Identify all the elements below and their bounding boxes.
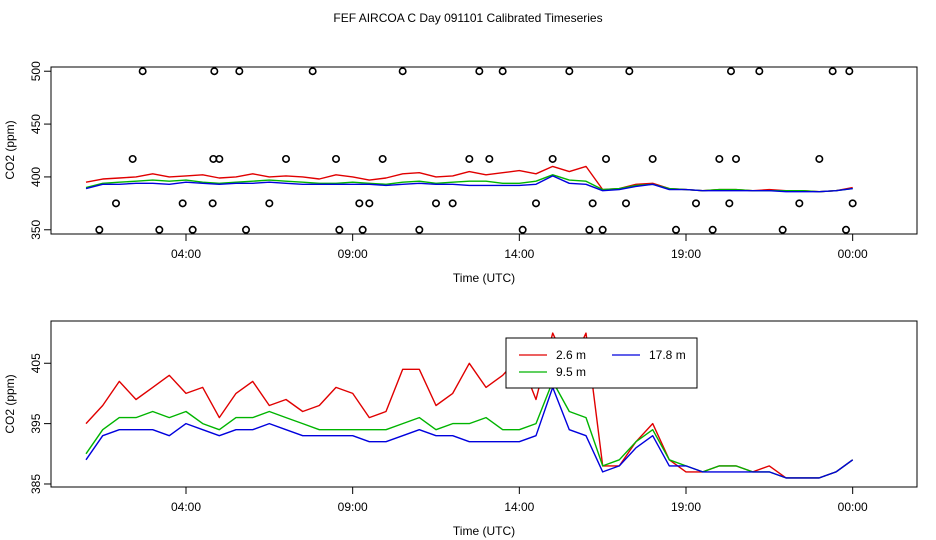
calibration-point xyxy=(845,67,854,76)
calibration-point xyxy=(178,199,187,208)
calibration-point xyxy=(625,67,634,76)
calibration-point xyxy=(355,199,364,208)
y-axis-label: CO2 (ppm) xyxy=(3,374,17,433)
calibration-point xyxy=(691,199,700,208)
x-tick-label: 00:00 xyxy=(838,247,868,261)
series-line-2-6-m xyxy=(85,165,853,193)
x-tick-label: 14:00 xyxy=(504,247,534,261)
calibration-point xyxy=(335,225,344,234)
x-tick-label: 09:00 xyxy=(338,500,368,514)
calibration-point xyxy=(415,225,424,234)
calibration-point xyxy=(725,199,734,208)
calibration-point xyxy=(708,225,717,234)
y-tick-label: 400 xyxy=(29,167,43,187)
calibration-point xyxy=(585,225,594,234)
calibration-point xyxy=(648,154,657,163)
calibration-point xyxy=(465,154,474,163)
plot-frame xyxy=(50,66,918,235)
calibration-point xyxy=(358,225,367,234)
panel-top: CO2 (ppm) Time (UTC) 04:00 09:00 14:00 19:0… xyxy=(3,61,918,285)
x-tick-label: 04:00 xyxy=(171,500,201,514)
calibration-point xyxy=(155,225,164,234)
calibration-point xyxy=(308,67,317,76)
x-tick-label: 09:00 xyxy=(338,247,368,261)
legend-label-2-6m: 2.6 m xyxy=(556,348,586,362)
calibration-point xyxy=(731,154,740,163)
y-tick-label: 450 xyxy=(29,114,43,134)
calibration-point xyxy=(828,67,837,76)
calibration-point xyxy=(448,199,457,208)
calibration-point xyxy=(378,154,387,163)
calibration-point xyxy=(265,199,274,208)
y-axis-label: CO2 (ppm) xyxy=(3,120,17,179)
calibration-point xyxy=(841,225,850,234)
calibration-point xyxy=(128,154,137,163)
calibration-point xyxy=(621,199,630,208)
x-tick-label: 19:00 xyxy=(671,247,701,261)
series-line-2-6-m xyxy=(85,332,854,479)
calibration-point xyxy=(215,154,224,163)
calibration-point xyxy=(755,67,764,76)
calibration-point xyxy=(715,154,724,163)
calibration-point xyxy=(565,67,574,76)
y-tick-label: 500 xyxy=(29,61,43,81)
calibration-point xyxy=(726,67,735,76)
calibration-point xyxy=(112,199,121,208)
calibration-point xyxy=(475,67,484,76)
calibration-point xyxy=(138,67,147,76)
calibration-point xyxy=(365,199,374,208)
panel-bottom: CO2 (ppm) Time (UTC) 04:00 09:00 14:00 19:0… xyxy=(3,320,918,538)
calibration-point xyxy=(601,154,610,163)
calibration-point xyxy=(795,199,804,208)
calibration-point xyxy=(188,225,197,234)
calibration-point xyxy=(588,199,597,208)
legend-label-17-8m: 17.8 m xyxy=(649,348,686,362)
calibration-point xyxy=(398,67,407,76)
calibration-point xyxy=(281,154,290,163)
calibration-point xyxy=(208,199,217,208)
y-tick-label: 350 xyxy=(29,219,43,239)
x-axis-label: Time (UTC) xyxy=(453,524,515,538)
calibration-point xyxy=(671,225,680,234)
legend-label-9-5m: 9.5 m xyxy=(556,365,586,379)
calibration-point xyxy=(531,199,540,208)
calibration-point xyxy=(518,225,527,234)
x-tick-label: 14:00 xyxy=(504,500,534,514)
calibration-point xyxy=(815,154,824,163)
legend: 2.6 m 9.5 m 17.8 m xyxy=(505,337,698,389)
calibration-point xyxy=(235,67,244,76)
series-line-17-8-m xyxy=(85,175,853,193)
calibration-point xyxy=(485,154,494,163)
calibration-point xyxy=(848,199,857,208)
calibration-point xyxy=(431,199,440,208)
plot-frame xyxy=(50,320,918,488)
legend-box xyxy=(505,337,698,389)
calibration-point xyxy=(242,225,251,234)
calibration-point xyxy=(498,67,507,76)
x-tick-label: 04:00 xyxy=(171,247,201,261)
y-tick-label: 385 xyxy=(29,474,43,494)
calibration-point xyxy=(95,225,104,234)
x-axis-label: Time (UTC) xyxy=(453,271,515,285)
series-line-9-5-m xyxy=(85,174,853,193)
calibration-point xyxy=(210,67,219,76)
x-tick-label: 00:00 xyxy=(838,500,868,514)
marks: 04:00 09:00 14:00 19:00 00:00 350 400 450 500 xyxy=(29,61,868,261)
calibration-point xyxy=(598,225,607,234)
y-tick-label: 405 xyxy=(29,353,43,373)
series-line-17-8-m xyxy=(85,386,854,479)
x-tick-label: 19:00 xyxy=(671,500,701,514)
calibration-point xyxy=(778,225,787,234)
y-tick-label: 395 xyxy=(29,413,43,433)
figure-title: FEF AIRCOA C Day 091101 Calibrated Times… xyxy=(333,11,602,25)
series-line-9-5-m xyxy=(85,380,854,479)
marks: 04:00 09:00 14:00 19:00 00:00 385 395 405 xyxy=(29,332,868,514)
calibration-point xyxy=(331,154,340,163)
calibration-point xyxy=(548,154,557,163)
